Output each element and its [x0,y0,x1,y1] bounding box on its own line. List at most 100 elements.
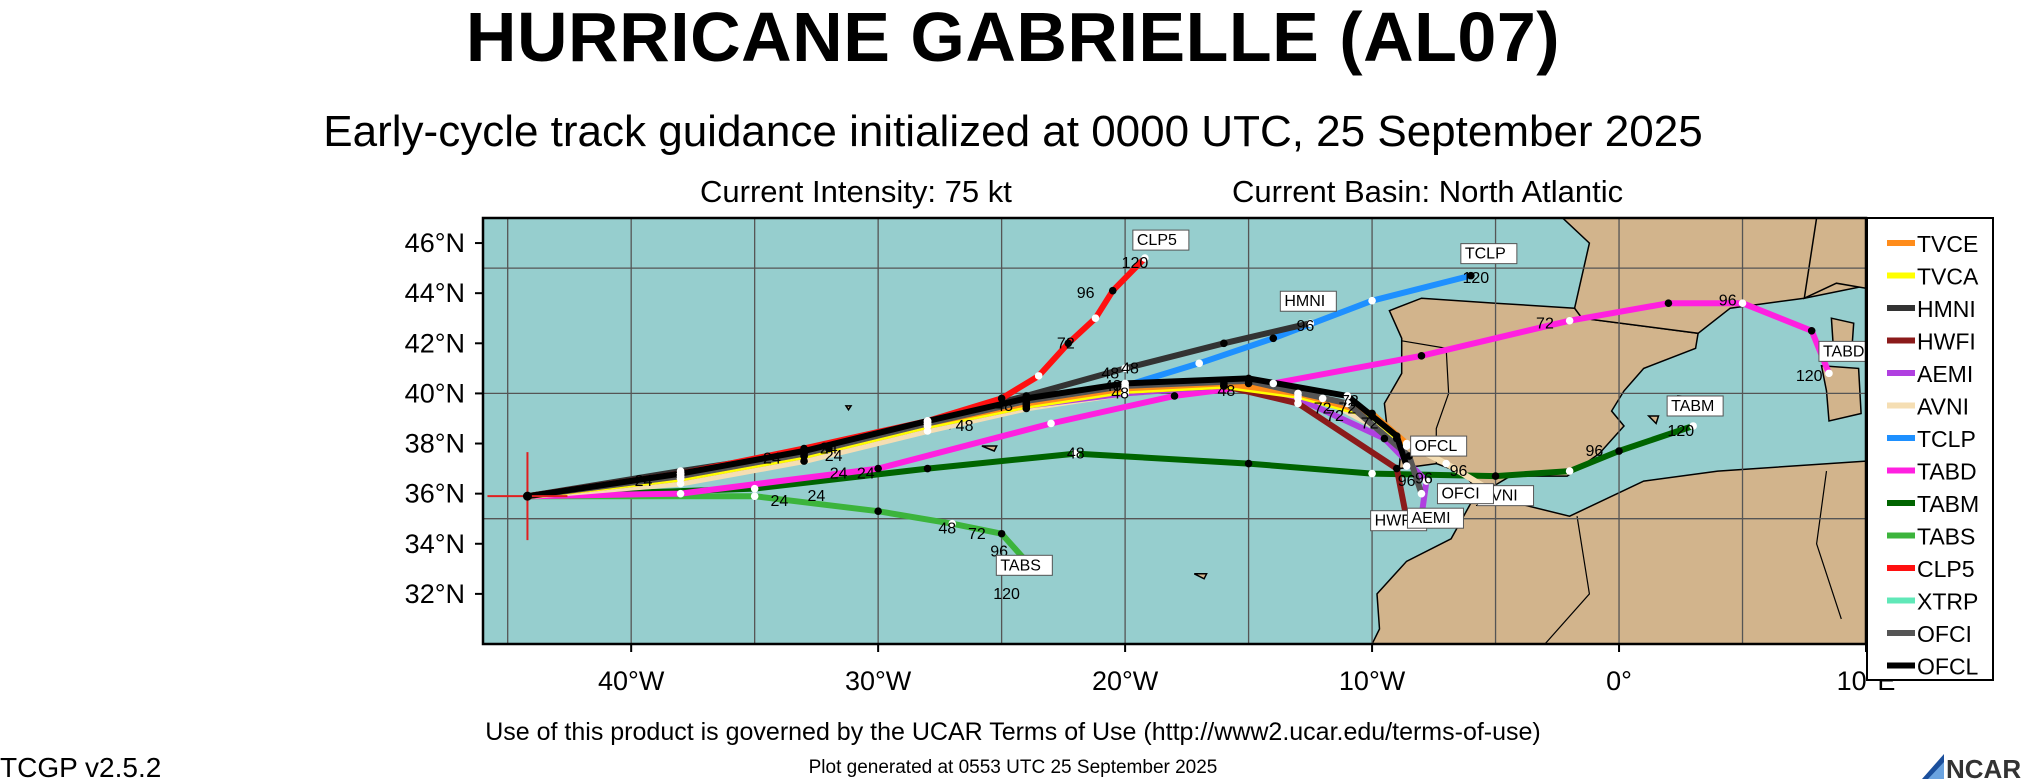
track-point-tabs [750,492,759,500]
track-point-tabs [997,529,1006,538]
track-end-label-tabs: TABS [995,554,1053,576]
track-point-aemi [1380,434,1389,443]
track-point-clp5 [1108,286,1117,295]
lat-tick-label: 44°N [405,278,465,308]
legend-item-xtrp: XTRP [1887,589,1978,615]
track-end-label-ofcl: OFCL [1410,435,1468,457]
algeria-tunisia-border [1815,471,1842,620]
track-point-ofci [1343,399,1352,408]
lon-tick-label: 20°W [1092,666,1159,696]
track-point-tclp [1195,359,1203,368]
legend-label: TABS [1917,524,1975,550]
forecast-hour-label: 48 [956,418,974,435]
lon-tick-label: 40°W [598,666,665,696]
track-point-ofci [1417,489,1426,498]
track-point-ofcl [1392,432,1401,440]
legend-item-tabm: TABM [1887,491,1979,517]
forecast-hour-label: 72 [1338,400,1356,417]
forecast-hour-label: 96 [1077,285,1095,302]
legend-item-hwfi: HWFI [1887,329,1976,355]
legend-label: TABD [1917,459,1977,485]
forecast-hour-label: 96 [1585,443,1603,460]
forecast-hour-label: 72 [968,526,986,543]
track-end-label-clp5: CLP5 [1132,229,1190,251]
track-point-tvce [1294,389,1302,398]
track-point-ofcl [1244,374,1253,383]
longitude-labels: 40°W30°W20°W10°W0°10°E [598,644,1895,696]
generated-timestamp: Plot generated at 0553 UTC 25 September … [808,757,1218,778]
lat-tick-label: 42°N [405,328,465,358]
track-end-label-tabm: TABM [1666,395,1724,417]
track-end-label-hmni: HMNI [1279,290,1337,312]
track-point-tabd [1738,299,1747,308]
legend-label: OFCI [1917,621,1972,647]
track-point-clp5 [1141,254,1149,262]
forecast-hour-label: 96 [1415,471,1433,488]
track-end-label-text: TABM [1671,398,1714,415]
track-point-clp5 [1064,339,1073,348]
track-point-ofcl [1343,392,1352,400]
track-point-aemi [1422,477,1431,485]
lat-tick-label: 40°N [405,378,465,408]
legend-item-tclp: TCLP [1887,426,1976,452]
track-point-hmni [1121,364,1129,373]
track-point-tabs [948,519,957,528]
page-subtitle: Early-cycle track guidance initialized a… [323,107,1703,156]
latitude-labels: 46°N 44°N 42°N 40°N 38°N 36°N 34°N 32°N [405,228,483,609]
legend: TVCE TVCA HMNI HWFI AEMI AVNI TCLP TABD TABM TABS… [1866,217,1994,681]
track-end-label-text: HMNI [1284,293,1325,310]
track-point-ofcl [923,417,932,425]
morocco-algeria-border [1537,516,1591,644]
track-point-tvce [1220,379,1228,388]
legend-item-tvce: TVCE [1887,231,1978,257]
track-point-tabd [1664,299,1673,308]
terms-of-use: Use of this product is governed by the U… [485,718,1541,746]
track-tabd [524,300,1832,500]
track-point-tabd [1047,419,1055,428]
track-point-tclp [1368,296,1376,305]
legend-label: AVNI [1917,394,1969,420]
track-end-label-text: TABD [1823,343,1864,360]
track-point-tabd [1565,316,1574,325]
forecast-hour-label: 24 [820,441,838,458]
forecast-hour-label: 120 [1122,255,1149,272]
track-point-hmni [824,444,833,453]
current-basin: Current Basin: North Atlantic [1232,174,1624,209]
track-end-label-text: TABS [1000,557,1041,574]
forecast-hour-label: 72 [1314,400,1332,417]
legend-item-tabs: TABS [1887,524,1975,550]
track-point-tabd [1825,369,1833,378]
track-point-hwfi [1294,399,1302,408]
forecast-hour-label: 96 [1719,293,1737,310]
track-point-avni [1442,459,1450,468]
track-end-label-text: HWFI [1375,513,1416,530]
forecast-hour-label: 96 [1398,473,1416,490]
current-intensity: Current Intensity: 75 kt [700,174,1012,209]
forecast-hour-label: 48 [995,398,1013,415]
forecast-hour-label: 24 [830,466,848,483]
track-point-clp5 [1091,314,1100,323]
forecast-hour-label: 48 [1111,385,1129,402]
track-point-tabd [1417,352,1426,360]
forecast-hour-label: 72 [1057,335,1075,352]
legend-label: AEMI [1917,361,1973,387]
track-point-ofcl [1402,462,1411,470]
legend-item-tvca: TVCA [1887,264,1979,290]
track-end-label-aemi: AEMI [1406,507,1464,529]
forecast-hour-label: 96 [1450,463,1468,480]
track-tabs [524,493,1030,565]
forecast-hour-label: 120 [1667,423,1694,440]
legend-item-hmni: HMNI [1887,296,1976,322]
legend-label: HMNI [1917,296,1976,322]
track-point-tabd [1170,392,1179,400]
azores-flores [844,405,853,412]
italy-land [1803,218,1866,300]
madeira-land [1193,573,1208,580]
legend-label: TCLP [1917,426,1976,452]
lat-tick-label: 46°N [405,228,465,258]
track-point-clp5 [997,394,1006,403]
forecast-hour-label: 96 [1296,318,1314,335]
current-position-marker [487,452,568,541]
track-point-tabm [1491,472,1500,480]
